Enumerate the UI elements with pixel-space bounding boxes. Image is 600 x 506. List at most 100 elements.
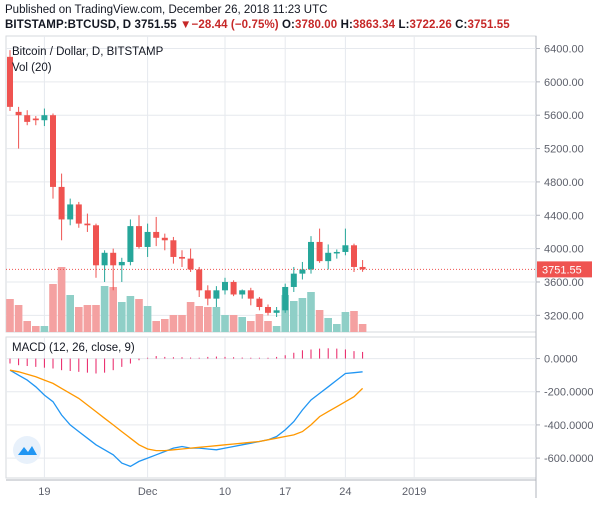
volume-bar (315, 310, 324, 332)
macd-y-tick-label: -200.0000 (544, 387, 594, 399)
candle-body (67, 204, 74, 220)
high-value: 3863.34 (352, 19, 396, 31)
candle-body (351, 245, 357, 267)
candle-body (50, 115, 56, 187)
volume-bar (83, 305, 92, 332)
candle-body (247, 290, 254, 299)
volume-bar (152, 321, 160, 332)
x-tick-label: Dec (138, 486, 158, 498)
candle-body (196, 269, 203, 291)
x-tick-label: 24 (339, 486, 351, 498)
candle-body (316, 241, 323, 262)
volume-bar (358, 324, 367, 332)
price-pane-frame (5, 35, 537, 333)
volume-bar (350, 311, 358, 332)
symbol-ohlc-bar: BITSTAMP:BTCUSD, D 3751.55 ▼−28.44 (−0.7… (5, 19, 510, 31)
change-down-arrow-icon: ▼ (180, 19, 192, 31)
volume-bar (238, 317, 246, 332)
volume-bar (32, 326, 40, 332)
candle-body (282, 286, 289, 311)
candle-body (273, 310, 280, 313)
price-change: −28.44 (−0.75%) (191, 19, 279, 31)
volume-bar (272, 326, 281, 332)
candle-body (118, 261, 125, 266)
volume-bar (247, 321, 255, 332)
close-value: 3751.55 (467, 19, 510, 31)
candle-body (325, 252, 332, 262)
candle-body (170, 240, 177, 257)
candle-body (24, 115, 31, 122)
volume-bar (169, 315, 178, 332)
y-tick-label: 3200.00 (544, 310, 584, 322)
volume-bar (264, 321, 272, 332)
tradingview-logo-icon (13, 436, 41, 464)
candle-body (110, 252, 117, 266)
volume-bar (14, 305, 23, 332)
volume-label: Vol (20) (12, 62, 52, 74)
signal-line (9, 369, 364, 452)
close-label: C: (455, 19, 468, 31)
candle-body (75, 204, 82, 224)
macd-line (9, 369, 363, 468)
volume-bar (204, 307, 212, 332)
volume-bar (92, 305, 100, 332)
volume-bar (221, 315, 229, 332)
candle-body (15, 111, 22, 116)
volume-bar (290, 301, 298, 332)
y-tick-label: 4000.00 (544, 244, 584, 256)
volume-bar (307, 292, 315, 332)
candle-body (84, 223, 91, 226)
candle-body (359, 266, 366, 270)
candle-body (333, 251, 340, 254)
candle-body (7, 56, 13, 107)
volume-bar (66, 295, 74, 332)
low-value: 3722.26 (409, 19, 452, 31)
volume-bar (324, 318, 332, 332)
volume-bar (40, 326, 49, 332)
candle-body (265, 306, 271, 313)
candle-body (213, 290, 220, 299)
candle-body (299, 269, 306, 274)
x-tick-label: 17 (279, 486, 291, 498)
volume-bar (57, 267, 66, 332)
volume-bar (161, 319, 169, 332)
symbol-label: BITSTAMP:BTCUSD, D (5, 19, 132, 31)
volume-bar (126, 296, 135, 332)
volume-bar (109, 287, 117, 332)
candle-body (179, 256, 185, 259)
y-tick-label: 6400.00 (544, 44, 584, 56)
x-tick-label: 10 (219, 486, 231, 498)
last-price-tag-text: 3751.55 (542, 264, 582, 276)
candle-body (308, 241, 314, 270)
candle-body (41, 115, 48, 121)
macd-y-tick-label: -600.0000 (544, 453, 594, 465)
volume-bar (49, 284, 57, 332)
volume-bar (195, 306, 203, 332)
volume-bar (333, 324, 341, 332)
volume-bar (186, 302, 195, 332)
candle-body (290, 273, 297, 287)
volume-bar (178, 315, 186, 332)
macd-y-tick-label: -400.0000 (544, 420, 594, 432)
volume-bar (75, 307, 83, 332)
open-label: O: (282, 19, 295, 31)
volume-bar (341, 312, 350, 332)
high-label: H: (340, 19, 353, 31)
candle-body (256, 298, 263, 307)
volume-bar (229, 315, 238, 332)
last-price-tag (537, 261, 592, 278)
y-tick-label: 6000.00 (544, 77, 584, 89)
open-value: 3780.00 (294, 19, 338, 31)
y-tick-label: 4800.00 (544, 177, 584, 189)
candle-body (239, 290, 246, 295)
candle-body (144, 231, 151, 247)
candle-body (136, 226, 142, 247)
volume-bar (135, 299, 143, 332)
price-pane-title: Bitcoin / Dollar, D, BITSTAMP (12, 46, 164, 58)
volume-bar (281, 295, 289, 332)
volume-bar (100, 286, 109, 332)
y-tick-label: 4400.00 (544, 210, 584, 222)
candle-body (161, 237, 168, 241)
published-caption: Published on TradingView.com, December 2… (5, 4, 328, 16)
